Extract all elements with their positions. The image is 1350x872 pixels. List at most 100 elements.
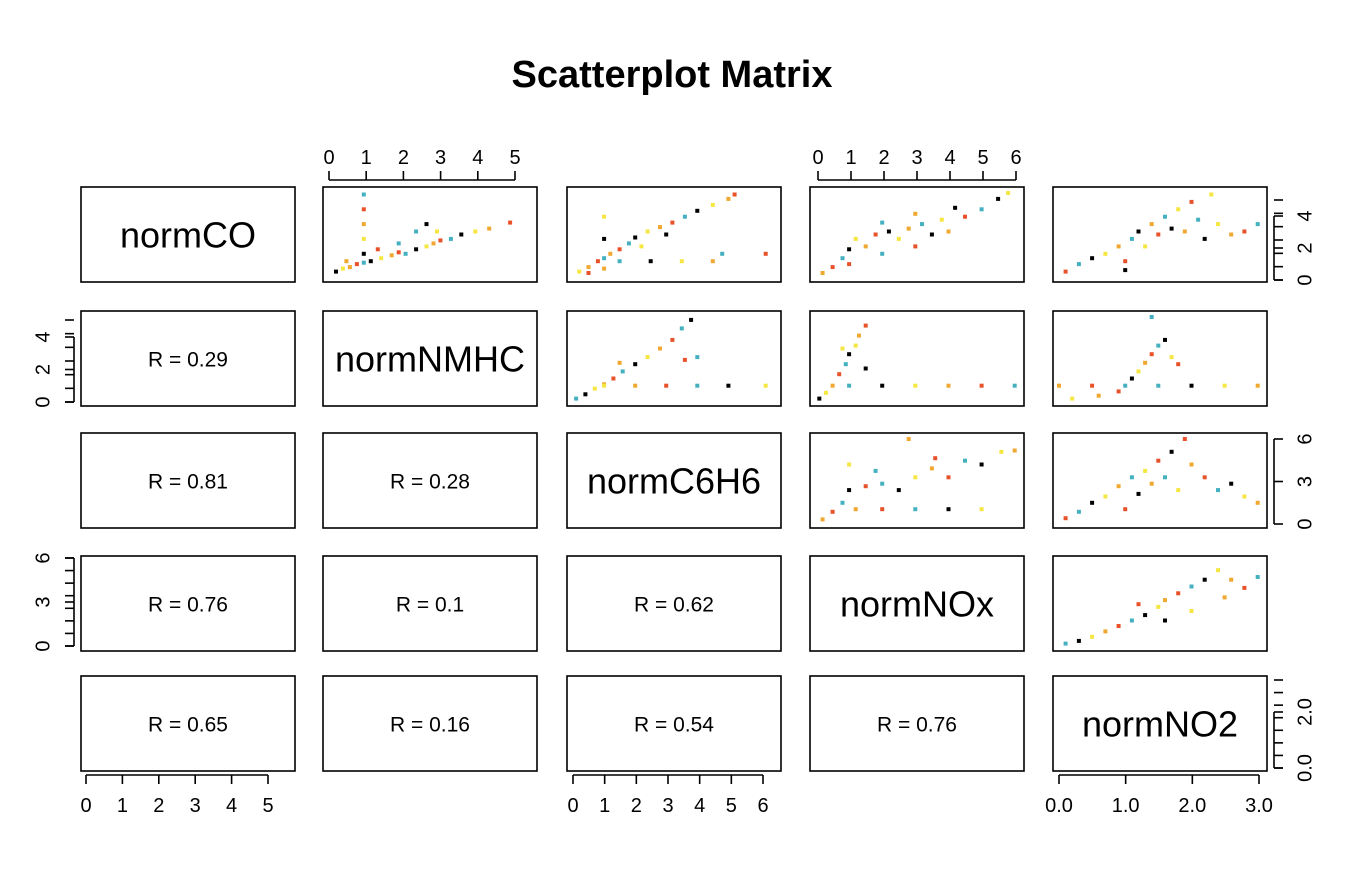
bottom-axis-normc6h6-tick-label: 6 [757,795,768,817]
scatter-point [679,326,684,331]
scatter-point [1176,488,1181,493]
scatter-point [963,458,967,463]
panel-frame [1052,186,1268,283]
panel-frame [322,310,538,407]
scatter-point [1196,217,1201,222]
scatter-point [487,226,492,231]
top-axis-normnmhc-tick-label: 0 [323,147,334,169]
correlation-label: R = 0.76 [148,594,228,617]
scatter-point [1057,383,1061,388]
top-axis-normnmhc-tick-label: 1 [361,147,372,169]
scatter-point [1229,232,1234,237]
scatter-point [1182,437,1187,441]
variable-label: normNOx [840,584,994,625]
bottom-axis-normno2-tick-label: 2.0 [1178,795,1206,817]
scatter-point [763,383,768,388]
scatter-point [847,262,852,267]
scatter-point [1189,609,1194,613]
scatter-point [459,232,464,237]
scatter-point [645,229,650,234]
scatter-point [1163,337,1167,342]
scatter-point [929,466,934,471]
bottom-axis-normco-tick-label: 0 [80,795,91,817]
scatter-point [1063,641,1068,646]
scatter-point [1116,484,1121,489]
top-axis-normnmhc-tick-label: 5 [509,147,520,169]
scatter-point [1012,448,1017,453]
scatter-point [664,383,669,388]
top-axis-normnox-tick-label: 5 [977,147,988,169]
scatter-point [1070,396,1075,401]
correlation-label: R = 0.16 [390,714,470,737]
scatter-point [403,251,408,256]
scatter-point [999,449,1004,454]
panel-frame [809,432,1025,529]
correlation-label: R = 0.54 [634,714,714,737]
scatter-point [1255,500,1260,505]
scatter-point [913,507,918,512]
scatter-point [633,362,638,367]
scatter-point [979,507,984,512]
scatter-point [379,256,384,261]
scatter-point [853,343,858,348]
scatter-point [361,192,366,197]
scatter-point [1090,256,1095,261]
scatter-point [710,202,715,207]
scatter-point [1096,393,1101,398]
scatter-point [820,517,825,522]
scatter-point [1143,613,1148,618]
left-axis-normnox-tick-label: 0 [32,640,54,651]
scatter-point [1156,343,1161,348]
scatter-point [726,196,731,201]
bottom-axis-normco-tick-label: 3 [190,795,201,817]
scatter-point [1255,383,1260,388]
scatter-point [946,475,951,480]
panel-frame [322,186,538,283]
scatter-point [880,481,885,486]
scatter-point [920,222,924,227]
scatter-point [1242,494,1247,499]
top-axis-normnmhc-tick-label: 2 [398,147,409,169]
top-axis-normnox-tick-label: 1 [845,147,856,169]
scatter-point [1136,491,1141,496]
top-axis-normnox-tick-label: 6 [1010,147,1021,169]
scatter-point [880,383,885,388]
right-axis-normco-tick-label: 2 [1294,242,1316,253]
scatter-point [840,256,845,261]
scatter-point [617,360,622,365]
scatter-point [863,366,868,371]
top-axis-normnox-tick-label: 2 [878,147,889,169]
scatter-point [347,265,352,270]
scatter-point [843,362,848,367]
panel-frame [1052,675,1268,772]
variable-label: normNMHC [335,339,525,380]
scatter-point [626,241,631,246]
scatter-point [1103,251,1108,256]
scatter-point [817,396,822,401]
panel-frame [322,432,538,529]
scatter-point [658,346,662,351]
scatter-point [946,507,951,512]
scatter-point [1149,315,1154,319]
scatter-point [1163,618,1167,623]
scatter-point [939,217,944,222]
scatter-point [658,225,662,230]
chart-title: Scatterplot Matrix [512,54,833,96]
scatter-point [1202,236,1207,241]
scatter-point [602,236,607,241]
scatter-point [840,500,845,505]
scatter-point [830,383,835,388]
panel-frame [809,675,1025,772]
panel-frame [566,186,782,283]
scatter-point [361,236,366,241]
scatter-point [1216,568,1220,573]
scatter-point [906,437,911,441]
scatter-point [633,383,638,388]
scatter-point [857,333,861,338]
scatter-point [913,211,918,216]
scatter-point [863,244,868,249]
scatter-point [508,220,513,225]
correlation-label: R = 0.62 [634,594,714,617]
scatter-point [873,232,878,237]
scatter-point [1189,462,1194,467]
